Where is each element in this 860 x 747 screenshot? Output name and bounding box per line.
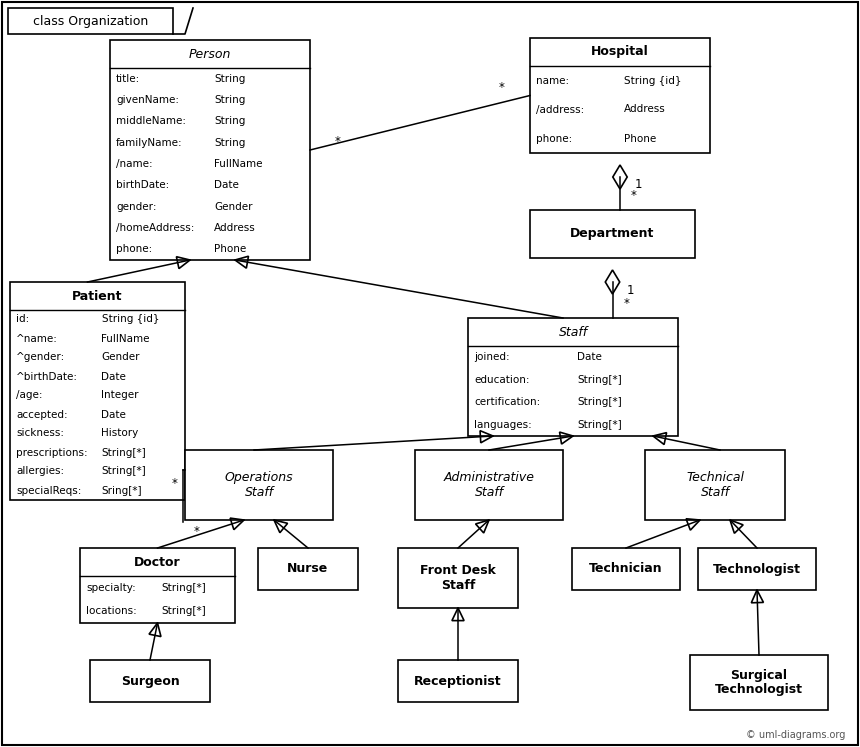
Bar <box>90 660 210 702</box>
Text: Front Desk
Staff: Front Desk Staff <box>420 564 496 592</box>
Text: *: * <box>631 190 637 202</box>
Text: Date: Date <box>214 180 239 190</box>
Text: Phone: Phone <box>624 134 656 143</box>
Bar <box>530 38 710 153</box>
Text: birthDate:: birthDate: <box>116 180 169 190</box>
Text: Person: Person <box>189 48 231 61</box>
Text: /name:: /name: <box>116 159 152 169</box>
Text: ^name:: ^name: <box>16 333 58 344</box>
Bar <box>468 318 678 436</box>
Text: class Organization: class Organization <box>33 14 148 28</box>
Text: FullName: FullName <box>101 333 150 344</box>
Bar <box>185 450 333 520</box>
Text: /homeAddress:: /homeAddress: <box>116 223 194 233</box>
Bar <box>110 40 310 260</box>
Text: Hospital: Hospital <box>591 46 649 58</box>
Text: Technician: Technician <box>589 562 663 575</box>
Bar <box>690 655 828 710</box>
Text: String: String <box>214 117 245 126</box>
Text: String[*]: String[*] <box>162 607 206 616</box>
Text: locations:: locations: <box>86 607 137 616</box>
Text: Phone: Phone <box>214 244 246 254</box>
Text: String[*]: String[*] <box>162 583 206 593</box>
Text: Department: Department <box>570 228 654 241</box>
Bar <box>80 548 235 623</box>
Bar <box>645 450 785 520</box>
Text: /address:: /address: <box>536 105 584 114</box>
Text: Integer: Integer <box>101 391 139 400</box>
Text: Technologist: Technologist <box>713 562 801 575</box>
Text: id:: id: <box>16 314 29 324</box>
Text: FullName: FullName <box>214 159 262 169</box>
Text: sickness:: sickness: <box>16 429 64 438</box>
Text: Administrative
Staff: Administrative Staff <box>444 471 535 499</box>
Text: familyName:: familyName: <box>116 137 182 148</box>
Text: *: * <box>624 297 630 311</box>
Text: *: * <box>499 81 505 94</box>
Text: phone:: phone: <box>116 244 152 254</box>
Text: String[*]: String[*] <box>577 397 622 407</box>
Text: String {id}: String {id} <box>624 75 681 85</box>
Text: *: * <box>335 135 341 149</box>
Text: Technical
Staff: Technical Staff <box>686 471 744 499</box>
Text: /age:: /age: <box>16 391 42 400</box>
Text: education:: education: <box>474 375 530 385</box>
Bar <box>530 210 695 258</box>
Text: © uml-diagrams.org: © uml-diagrams.org <box>746 730 845 740</box>
Text: prescriptions:: prescriptions: <box>16 447 88 457</box>
Text: specialty:: specialty: <box>86 583 136 593</box>
Text: Doctor: Doctor <box>134 556 181 568</box>
Text: Gender: Gender <box>101 353 140 362</box>
Text: Receptionist: Receptionist <box>415 675 502 687</box>
Bar <box>698 548 816 590</box>
Text: String[*]: String[*] <box>577 375 622 385</box>
Text: String {id}: String {id} <box>101 314 159 324</box>
Text: title:: title: <box>116 74 140 84</box>
Text: certification:: certification: <box>474 397 540 407</box>
Bar <box>415 450 563 520</box>
Text: Address: Address <box>624 105 666 114</box>
Text: Operations
Staff: Operations Staff <box>224 471 293 499</box>
Text: 1: 1 <box>635 179 642 191</box>
Text: String: String <box>214 95 245 105</box>
Text: Patient: Patient <box>72 290 123 303</box>
Text: specialReqs:: specialReqs: <box>16 486 82 495</box>
Text: String[*]: String[*] <box>101 447 146 457</box>
Text: allergies:: allergies: <box>16 466 64 477</box>
Text: *: * <box>172 477 178 491</box>
Text: Date: Date <box>101 409 126 420</box>
Text: Staff: Staff <box>558 326 587 338</box>
Text: String[*]: String[*] <box>577 420 622 430</box>
Text: History: History <box>101 429 138 438</box>
Text: accepted:: accepted: <box>16 409 68 420</box>
Bar <box>398 548 518 608</box>
Text: ^gender:: ^gender: <box>16 353 65 362</box>
Text: Address: Address <box>214 223 255 233</box>
Text: phone:: phone: <box>536 134 572 143</box>
Bar <box>398 660 518 702</box>
Text: name:: name: <box>536 75 569 85</box>
Text: Sring[*]: Sring[*] <box>101 486 142 495</box>
Bar <box>572 548 680 590</box>
Text: String: String <box>214 137 245 148</box>
Bar <box>8 8 173 34</box>
Text: Date: Date <box>101 371 126 382</box>
Text: String: String <box>214 74 245 84</box>
Text: Gender: Gender <box>214 202 253 211</box>
Text: givenName:: givenName: <box>116 95 179 105</box>
Text: 1: 1 <box>627 284 635 297</box>
Text: String[*]: String[*] <box>101 466 146 477</box>
Text: ^birthDate:: ^birthDate: <box>16 371 78 382</box>
Text: *: * <box>194 525 200 539</box>
Text: languages:: languages: <box>474 420 531 430</box>
Text: Nurse: Nurse <box>287 562 329 575</box>
Text: joined:: joined: <box>474 353 510 362</box>
Bar <box>258 548 358 590</box>
Text: middleName:: middleName: <box>116 117 186 126</box>
Bar <box>10 282 185 500</box>
Text: Surgeon: Surgeon <box>120 675 180 687</box>
Text: Surgical
Technologist: Surgical Technologist <box>715 669 803 696</box>
Text: gender:: gender: <box>116 202 157 211</box>
Text: Date: Date <box>577 353 602 362</box>
